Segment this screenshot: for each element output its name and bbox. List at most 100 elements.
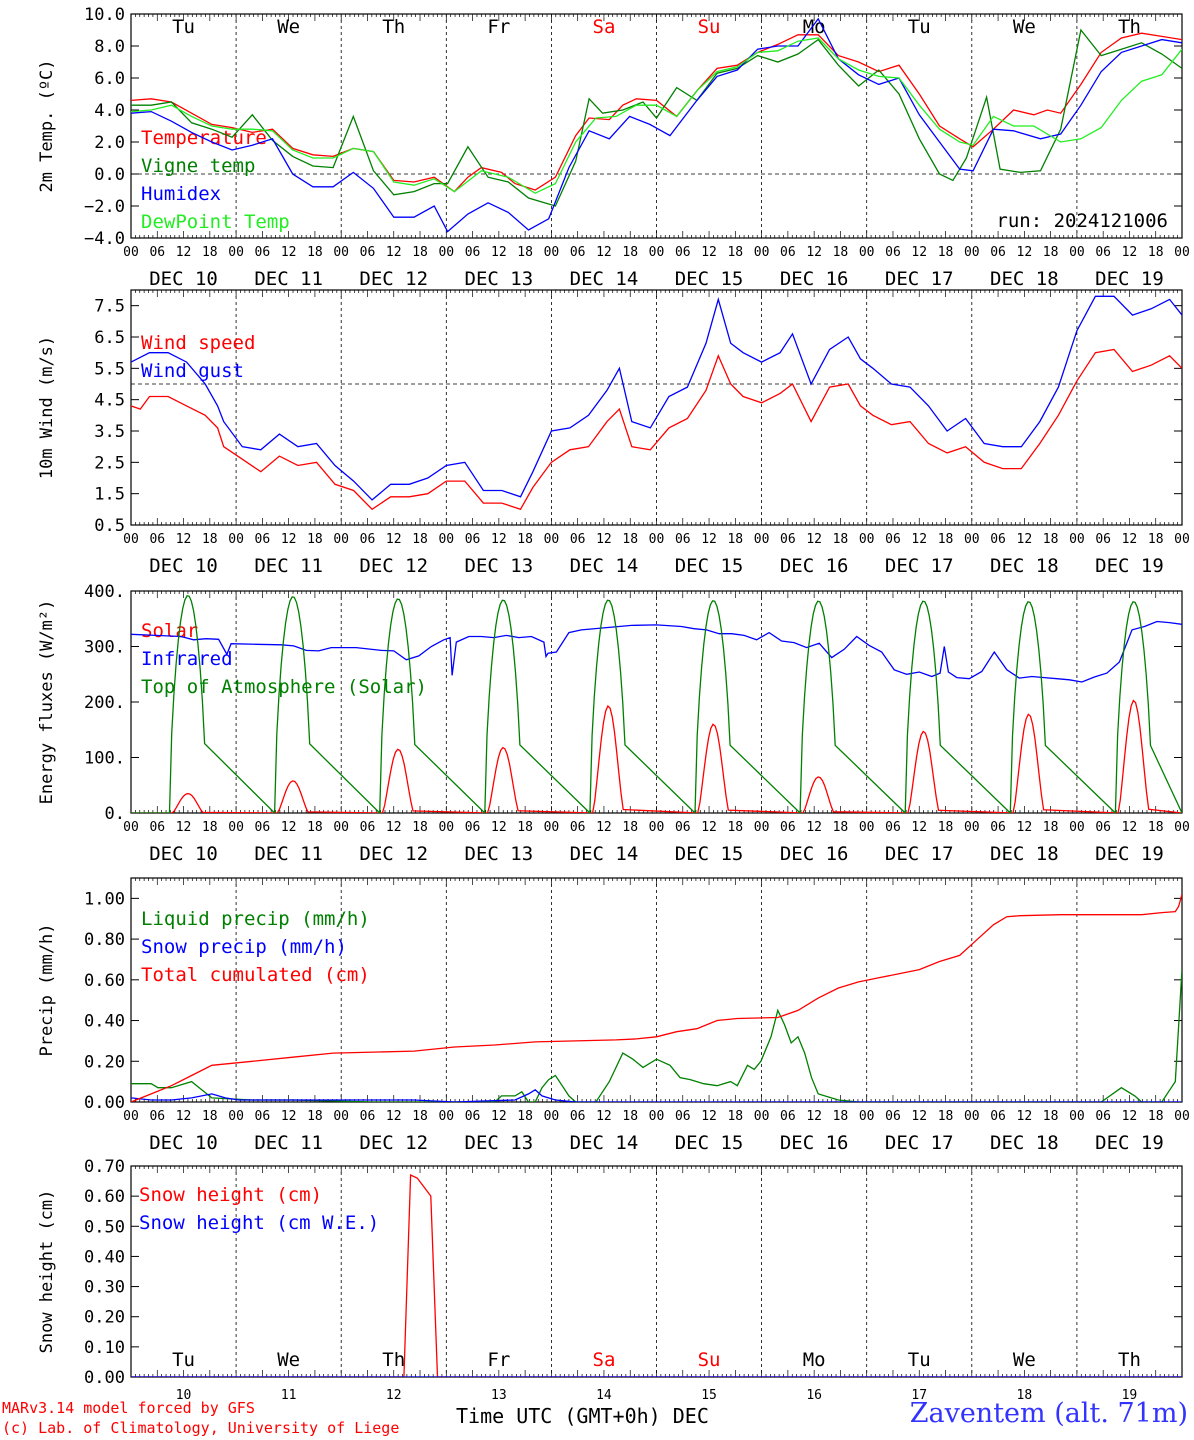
hour-label: 00 [649, 820, 665, 835]
date-label: DEC 15 [675, 843, 744, 865]
date-label: DEC 11 [254, 555, 323, 577]
y-tick-label: 2.5 [94, 453, 125, 473]
hour-label: 00 [964, 820, 980, 835]
y-tick-label: 7.5 [94, 297, 125, 317]
date-label: DEC 13 [465, 268, 534, 290]
hour-label: 06 [780, 1109, 796, 1124]
hour-label: 00 [1069, 245, 1085, 260]
day-abbr-label: Fr [487, 1349, 510, 1371]
hour-label: 18 [833, 532, 849, 547]
legend-entry: Snow precip (mm/h) [141, 936, 347, 958]
date-label: DEC 12 [359, 843, 428, 865]
hour-label: 06 [1095, 820, 1111, 835]
run-annotation: run: 2024121006 [996, 210, 1168, 232]
y-tick-label: 0.30 [84, 1278, 125, 1298]
hour-label: 00 [544, 820, 560, 835]
panel-snow: 0.00 0.10 0.20 0.30 0.40 0.50 0.60 0.70 Snow hei… [37, 1157, 1183, 1403]
day-abbr-label: Sa [593, 1349, 616, 1371]
hour-label: 06 [465, 1109, 481, 1124]
hour-label: 12 [1122, 1109, 1138, 1124]
hour-label: 00 [649, 245, 665, 260]
hour-label: 00 [438, 532, 454, 547]
hour-label: 06 [465, 532, 481, 547]
date-label: DEC 17 [885, 1132, 954, 1154]
series-line-humidex [131, 17, 1182, 233]
hour-label: 18 [833, 245, 849, 260]
legend-entry: Humidex [141, 183, 221, 205]
hour-label: 00 [438, 1109, 454, 1124]
date-label: DEC 17 [885, 268, 954, 290]
legend-entry: Total cumulated (cm) [141, 964, 370, 986]
date-label: DEC 14 [570, 268, 639, 290]
panel-wind: 0.5 1.5 2.5 3.5 4.5 5.5 6.5 7.5 10m Wind (m/s) 00… [37, 289, 1190, 577]
day-abbr-label: Tu [172, 16, 195, 38]
hour-label: 18 [412, 245, 428, 260]
station-name: Zaventem (alt. 71m) [909, 1398, 1188, 1429]
day-abbr-label: We [1013, 16, 1036, 38]
series-line-temperature [131, 32, 1182, 193]
hour-label: 12 [1017, 532, 1033, 547]
hour-label: 06 [885, 820, 901, 835]
hour-label: 06 [465, 820, 481, 835]
hour-label: 00 [333, 1109, 349, 1124]
y-tick-label: 0.40 [84, 1012, 125, 1032]
legend-entry: Snow height (cm W.E.) [139, 1212, 379, 1234]
date-label: DEC 13 [465, 843, 534, 865]
hour-label: 06 [570, 245, 586, 260]
hour-label: 12 [386, 532, 402, 547]
date-label: DEC 10 [149, 268, 218, 290]
hour-label: 06 [149, 1109, 165, 1124]
series-line-total-cumulated-cm [131, 894, 1182, 1102]
hour-label: 06 [990, 245, 1006, 260]
hour-label: 18 [622, 532, 638, 547]
y-tick-label: −2.0 [84, 197, 125, 217]
hour-label: 18 [517, 245, 533, 260]
day-abbr-label: Su [698, 1349, 721, 1371]
y-tick-label: 6.5 [94, 328, 125, 348]
hour-label: 06 [149, 532, 165, 547]
day-abbr-label: Sa [593, 16, 616, 38]
day-number-label: 18 [1017, 1388, 1033, 1403]
hour-label: 18 [938, 245, 954, 260]
hour-label: 06 [360, 245, 376, 260]
day-abbr-label: Th [1118, 1349, 1141, 1371]
hour-label: 06 [675, 245, 691, 260]
day-abbr-label: Fr [487, 16, 510, 38]
series-line-liquid-precip-mm-h [131, 969, 1182, 1102]
hour-label: 12 [176, 532, 192, 547]
y-tick-label: 0.60 [84, 1187, 125, 1207]
hour-label: 18 [412, 820, 428, 835]
hour-label: 06 [885, 1109, 901, 1124]
hour-label: 18 [833, 820, 849, 835]
hour-label: 18 [1043, 1109, 1059, 1124]
y-tick-label: 200. [84, 693, 125, 713]
y-tick-label: 2.0 [94, 133, 125, 153]
date-label: DEC 18 [990, 268, 1059, 290]
hour-label: 00 [228, 532, 244, 547]
hour-label: 12 [596, 1109, 612, 1124]
hour-label: 00 [438, 820, 454, 835]
y-tick-label: 0.40 [84, 1247, 125, 1267]
date-label: DEC 17 [885, 843, 954, 865]
legend-entry: Wind gust [141, 360, 244, 382]
date-label: DEC 17 [885, 555, 954, 577]
y-tick-label: 0.10 [84, 1338, 125, 1358]
hour-label: 00 [964, 245, 980, 260]
hour-label: 06 [149, 245, 165, 260]
day-number-label: 16 [806, 1388, 822, 1403]
hour-label: 18 [307, 820, 323, 835]
hour-label: 18 [202, 245, 218, 260]
hour-label: 12 [806, 820, 822, 835]
hour-label: 12 [701, 1109, 717, 1124]
hour-label: 12 [281, 820, 297, 835]
hour-label: 12 [491, 1109, 507, 1124]
hour-label: 18 [1043, 532, 1059, 547]
day-number-label: 13 [491, 1388, 507, 1403]
y-tick-label: 0.20 [84, 1052, 125, 1072]
hour-label: 06 [570, 532, 586, 547]
series-line-dewpoint-temp [131, 37, 1182, 194]
hour-label: 12 [1122, 245, 1138, 260]
hour-label: 06 [1095, 532, 1111, 547]
y-axis-label: 2m Temp. (ºC) [37, 59, 57, 192]
hour-label: 12 [596, 532, 612, 547]
